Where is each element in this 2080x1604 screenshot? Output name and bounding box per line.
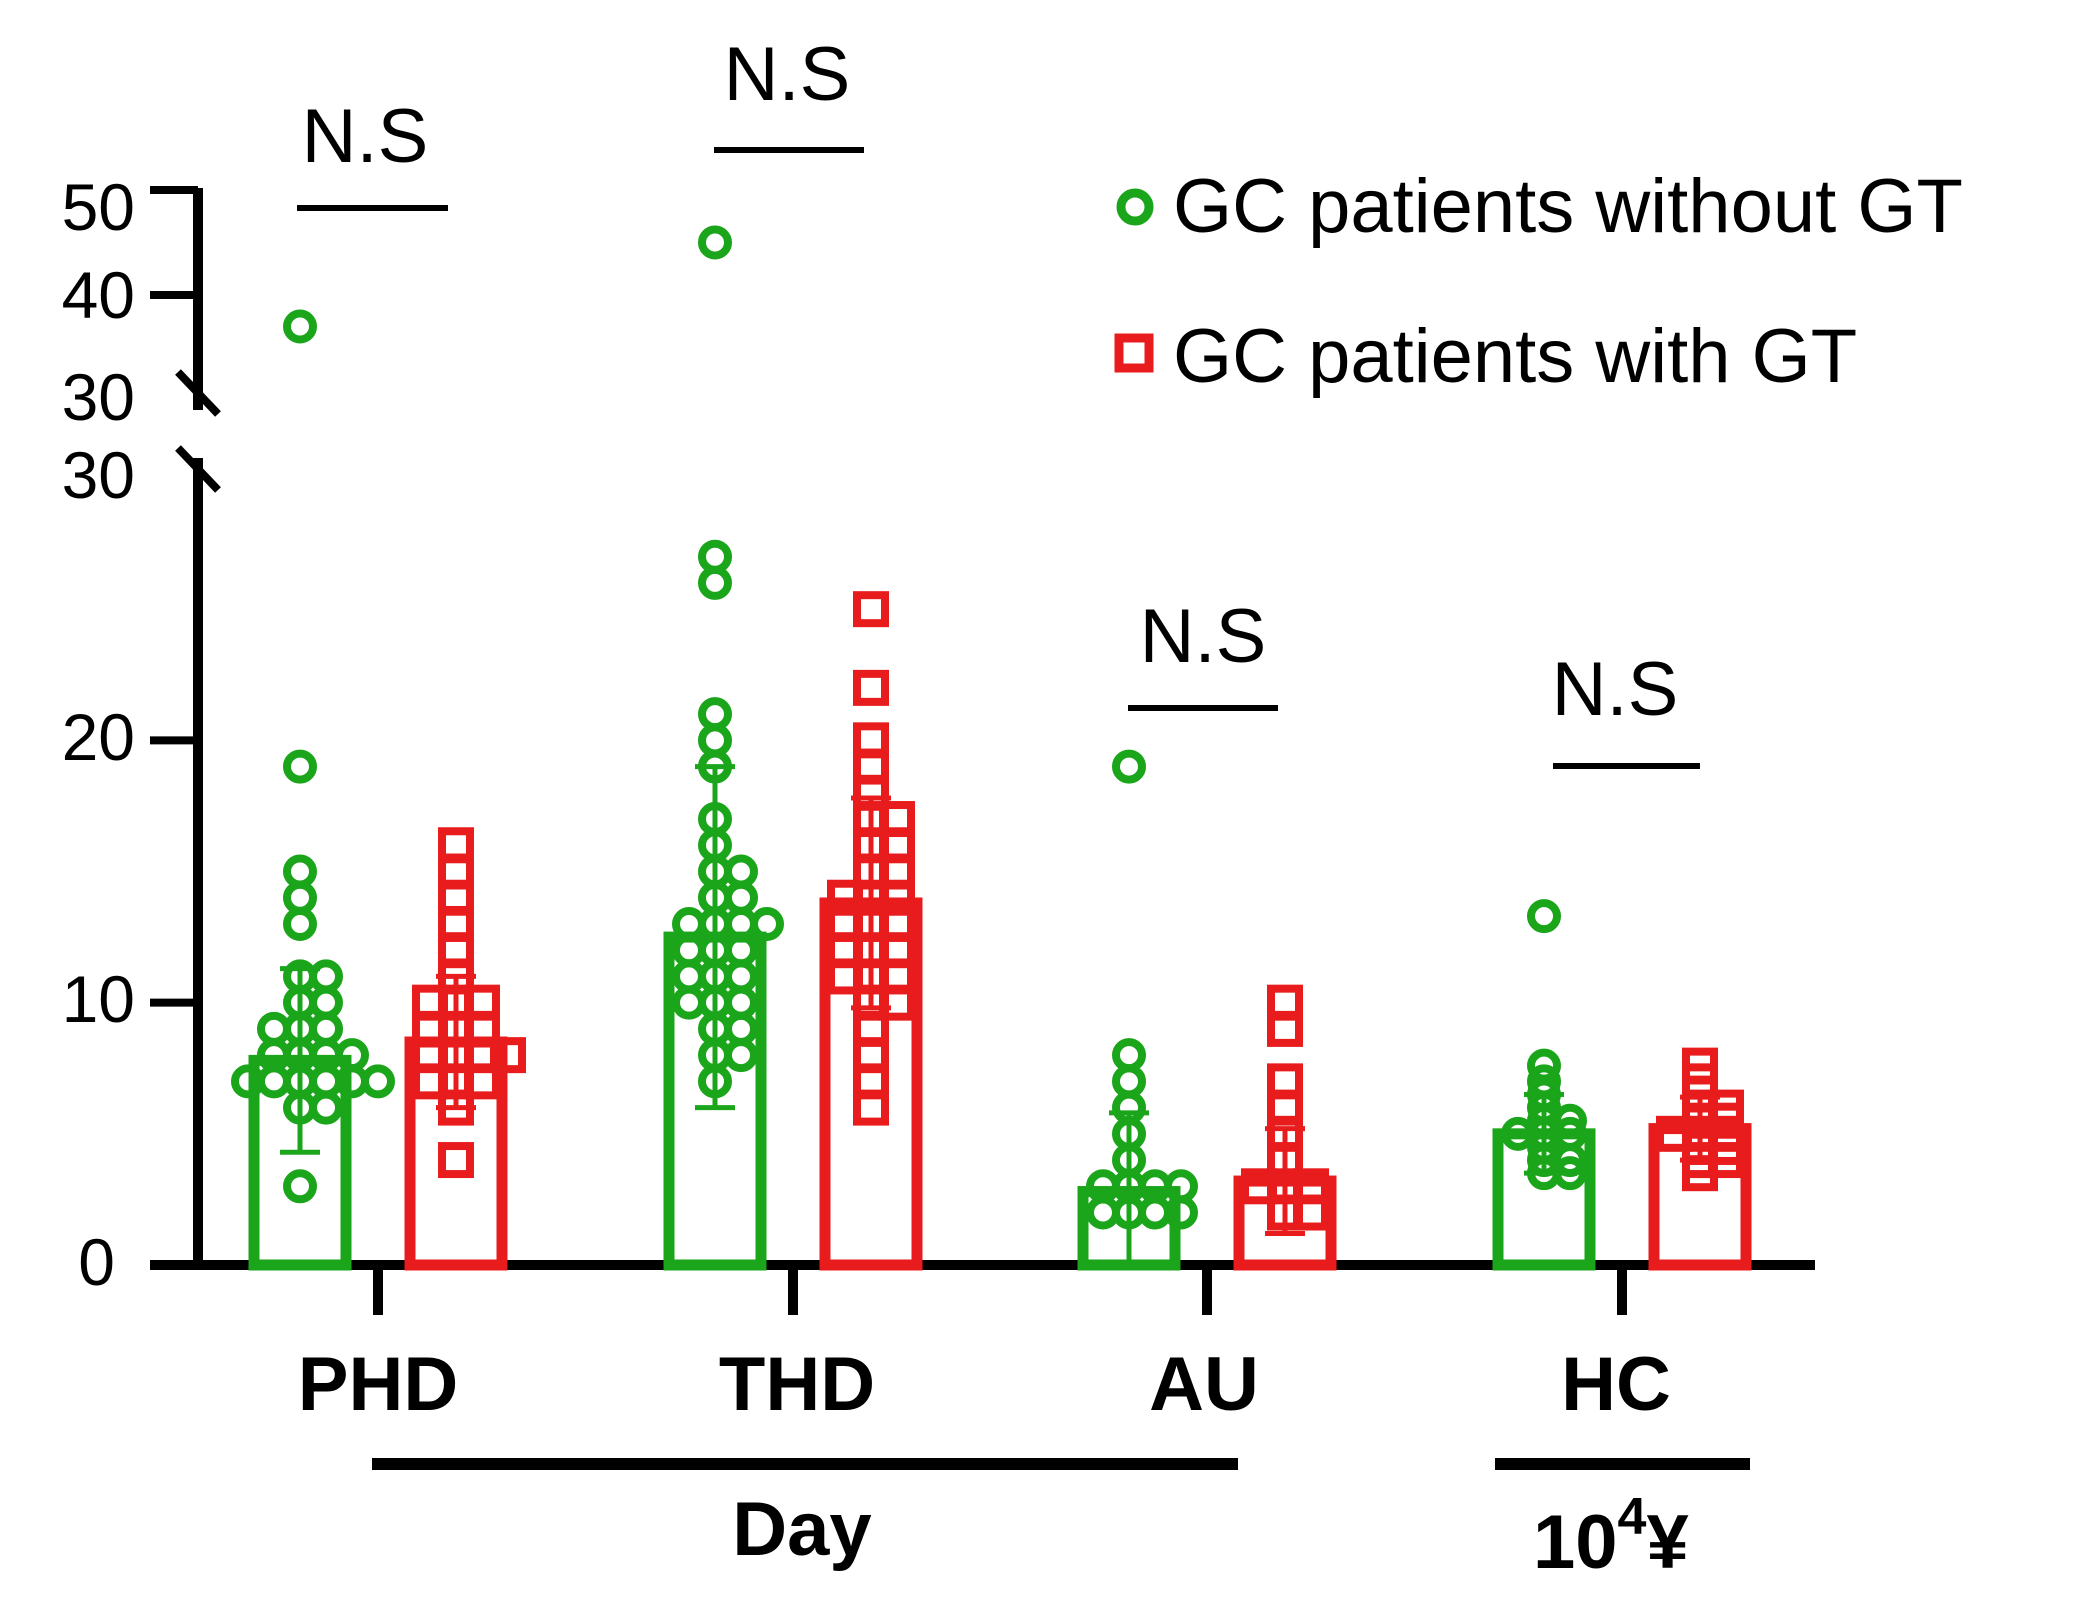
point-thd-series1-1 — [698, 539, 732, 574]
legend-label-without-gt: GC patients without GT — [1173, 164, 1963, 249]
category-label-au: AU — [1149, 1342, 1259, 1427]
point-phd-series1-15 — [335, 1038, 369, 1073]
point-thd-series2-0 — [853, 591, 889, 628]
point-phd-series1-23 — [309, 1090, 343, 1125]
ytick-label-lower-10: 10 — [62, 962, 135, 1036]
point-phd-series2-20 — [438, 1142, 474, 1179]
currency-symbol: ¥ — [1646, 1500, 1688, 1585]
point-phd-series1-3 — [283, 880, 317, 915]
sig-label-au: N.S — [1140, 594, 1267, 679]
category-label-thd: THD — [719, 1342, 875, 1427]
point-phd-series1-24 — [283, 1169, 317, 1204]
legend: GC patients without GT GC patients with … — [1114, 164, 1963, 399]
y-tick-labels: 50 40 30 30 20 10 0 — [62, 170, 135, 1299]
point-thd-series1-4 — [698, 723, 732, 758]
point-au-series1-2 — [1112, 1064, 1146, 1099]
point-phd-series1-1 — [283, 749, 317, 784]
point-thd-series1-26 — [724, 1011, 758, 1046]
ytick-label-upper-40: 40 — [62, 258, 135, 332]
point-thd-series2-24 — [879, 984, 915, 1021]
category-label-phd: PHD — [298, 1342, 458, 1427]
point-thd-series2-28 — [853, 1089, 889, 1126]
point-phd-series1-20 — [231, 1064, 265, 1099]
point-thd-series1-17 — [724, 933, 758, 968]
point-thd-series1-24 — [672, 985, 706, 1020]
point-thd-series1-18 — [672, 933, 706, 968]
point-au-series1-13 — [1164, 1195, 1198, 1230]
point-thd-series1-21 — [672, 959, 706, 994]
point-thd-series1-15 — [750, 906, 784, 941]
point-thd-series2-1 — [853, 669, 889, 706]
point-thd-series1-3 — [698, 697, 732, 732]
ytick-label-lower-30: 30 — [62, 438, 135, 512]
point-hc-series1-12 — [1553, 1143, 1587, 1178]
point-au-series1-0 — [1112, 749, 1146, 784]
point-hc-series1-6 — [1553, 1103, 1587, 1138]
group-label-day: Day — [732, 1487, 871, 1572]
point-thd-series1-20 — [724, 959, 758, 994]
sig-label-phd: N.S — [302, 94, 429, 179]
axis-break-mark-lower — [175, 445, 221, 493]
point-hc-series1-0 — [1527, 899, 1561, 934]
sig-label-thd: N.S — [724, 32, 851, 117]
currency-base: 10 — [1533, 1500, 1618, 1585]
point-phd-series1-0 — [283, 309, 317, 344]
point-thd-series1-0 — [698, 225, 732, 260]
point-phd-series2-18 — [412, 1063, 448, 1100]
ytick-label-lower-0: 0 — [78, 1225, 115, 1299]
ytick-label-upper-30: 30 — [62, 360, 135, 434]
point-au-series2-10 — [1293, 1194, 1329, 1231]
point-hc-series1-9 — [1501, 1116, 1535, 1151]
currency-exponent: 4 — [1618, 1488, 1647, 1546]
point-phd-series1-8 — [309, 985, 343, 1020]
point-au-series1-9 — [1164, 1169, 1198, 1204]
axis-break-mark-upper — [175, 369, 221, 417]
bars — [248, 897, 1752, 1271]
point-phd-series1-10 — [309, 1011, 343, 1046]
error-bars — [280, 764, 1720, 1268]
point-phd-series1-21 — [361, 1064, 395, 1099]
point-thd-series2-22 — [827, 958, 863, 995]
legend-marker-with-gt — [1114, 333, 1154, 373]
significance-annotations: N.S N.S N.S N.S — [297, 32, 1700, 769]
point-phd-series1-4 — [283, 906, 317, 941]
point-au-series2-1 — [1267, 1010, 1303, 1047]
point-au-series2-8 — [1241, 1168, 1277, 1205]
point-thd-series1-28 — [724, 1038, 758, 1073]
point-phd-series2-15 — [490, 1037, 526, 1074]
category-label-hc: HC — [1561, 1342, 1671, 1427]
sig-label-hc: N.S — [1552, 647, 1679, 732]
category-labels: PHD THD AU HC — [298, 1342, 1671, 1427]
ytick-label-upper-50: 50 — [62, 170, 135, 244]
ytick-label-lower-20: 20 — [62, 700, 135, 774]
point-au-series1-1 — [1112, 1038, 1146, 1073]
point-phd-series1-11 — [257, 1011, 291, 1046]
group-labels: Day 104¥ — [372, 1458, 1750, 1585]
point-phd-series2-17 — [464, 1063, 500, 1100]
group-label-currency: 104¥ — [1533, 1488, 1689, 1585]
legend-marker-without-gt — [1116, 188, 1154, 226]
point-thd-series1-11 — [724, 880, 758, 915]
point-thd-series1-14 — [672, 906, 706, 941]
point-thd-series1-23 — [724, 985, 758, 1020]
legend-label-with-gt: GC patients with GT — [1173, 314, 1857, 399]
point-phd-series1-2 — [283, 854, 317, 889]
point-au-series1-12 — [1086, 1195, 1120, 1230]
point-thd-series1-2 — [698, 565, 732, 600]
point-thd-series1-9 — [724, 854, 758, 889]
